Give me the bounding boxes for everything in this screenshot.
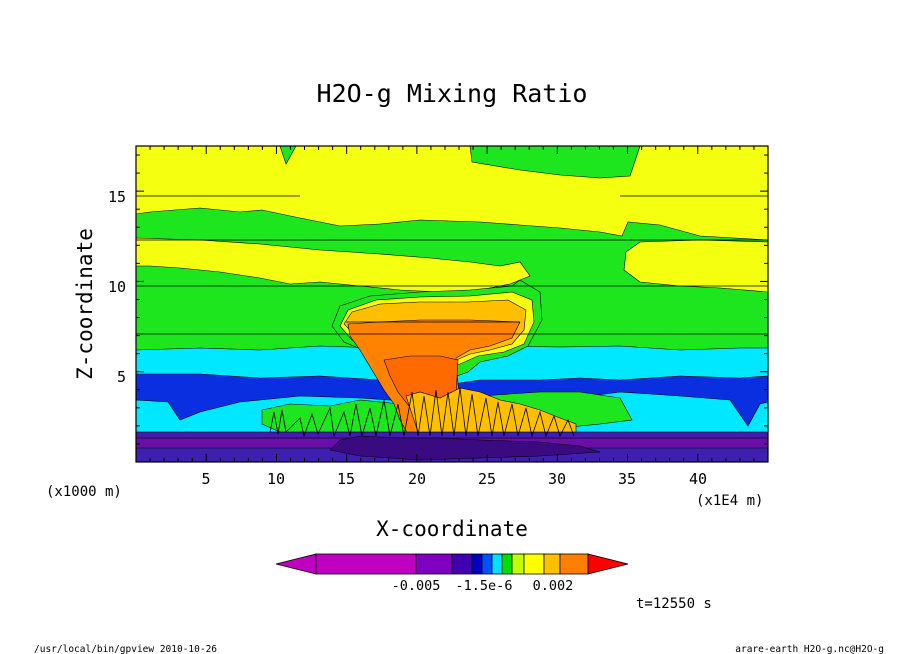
axis-ticks xyxy=(136,146,768,462)
field-yellow-right xyxy=(623,239,768,293)
x-tick-label: 35 xyxy=(618,470,636,488)
colorbar-swatch xyxy=(559,553,589,575)
colorbar-swatch xyxy=(471,553,483,575)
x-tick-label: 15 xyxy=(337,470,355,488)
y-tick-label: 15 xyxy=(108,188,126,206)
y-tick-labels: 5 10 15 xyxy=(108,188,126,386)
x-axis-label: X-coordinate xyxy=(376,517,528,541)
y-axis-label: Z-coordinate xyxy=(73,228,97,380)
x-tick-label: 40 xyxy=(689,470,707,488)
contour-lines xyxy=(136,195,768,335)
colorbar xyxy=(275,553,629,575)
colorbar-arrow-right xyxy=(587,553,629,575)
x-tick-label: 30 xyxy=(548,470,566,488)
y-tick-label: 10 xyxy=(108,278,126,296)
x-axis-unit: (x1E4 m) xyxy=(696,493,763,509)
colorbar-swatch xyxy=(315,553,417,575)
colorbar-swatch xyxy=(415,553,453,575)
x-tick-label: 5 xyxy=(201,470,210,488)
chart-title: H2O-g Mixing Ratio xyxy=(317,79,588,108)
plot-frame xyxy=(135,145,769,463)
field-yellow-upper xyxy=(136,146,768,241)
colorbar-swatch xyxy=(523,553,545,575)
colorbar-swatch xyxy=(451,553,473,575)
colorbar-swatch xyxy=(491,553,503,575)
colorbar-label: 0.002 xyxy=(533,578,574,594)
colorbar-labels: -0.005 -1.5e-6 0.002 xyxy=(392,578,574,594)
colorbar-arrow-left xyxy=(275,553,317,575)
contour-field xyxy=(136,146,768,462)
x-tick-label: 25 xyxy=(478,470,496,488)
x-tick-label: 20 xyxy=(408,470,426,488)
x-tick-labels: 5 10 15 20 25 30 35 40 xyxy=(201,470,707,488)
colorbar-swatch xyxy=(481,553,493,575)
field-dark-cells xyxy=(329,435,601,461)
colorbar-label: -0.005 xyxy=(392,578,441,594)
colorbar-label: -1.5e-6 xyxy=(456,578,513,594)
colorbar-swatch xyxy=(511,553,525,575)
time-label: t=12550 s xyxy=(636,596,712,612)
field-turbulence-lines xyxy=(269,387,575,438)
colorbar-swatch xyxy=(543,553,561,575)
footer-left: /usr/local/bin/gpview 2010-10-26 xyxy=(34,644,217,654)
colorbar-swatch xyxy=(501,553,513,575)
y-tick-label: 5 xyxy=(117,368,126,386)
footer-right: arare-earth_H2O-g.nc@H2O-g xyxy=(735,644,884,654)
y-axis-unit: (x1000 m) xyxy=(46,484,122,500)
x-tick-label: 10 xyxy=(267,470,285,488)
